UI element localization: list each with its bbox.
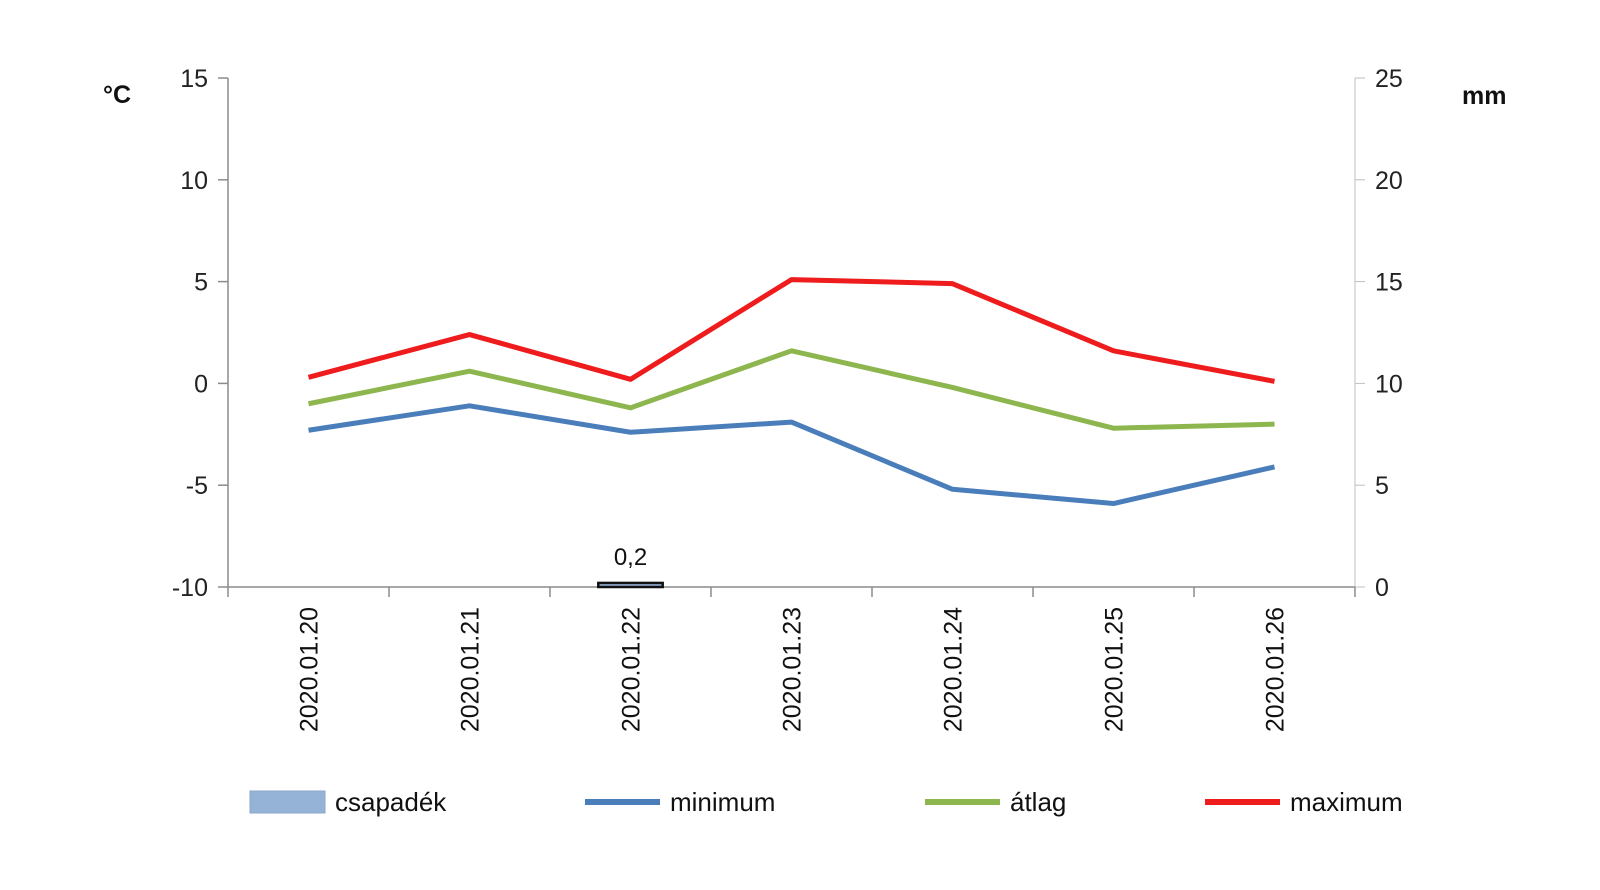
category-label: 2020.01.20: [296, 607, 324, 732]
right-tick-label: 25: [1375, 65, 1403, 93]
left-axis-unit: °C: [103, 81, 131, 109]
category-label: 2020.01.26: [1262, 607, 1290, 732]
right-tick-label: 10: [1375, 370, 1403, 398]
legend: csapadék minimum átlag maximum: [249, 787, 1403, 817]
left-tick-label: -5: [186, 472, 208, 500]
series-lines: [307, 277, 1276, 507]
category-label: 2020.01.25: [1101, 607, 1129, 732]
right-axis-unit: mm: [1462, 82, 1506, 110]
category-label: 2020.01.21: [457, 607, 485, 732]
legend-label-minimum: minimum: [670, 787, 775, 817]
axes: 15 10 5 0 -5 -10 25 20 15 10 5 0: [172, 65, 1403, 602]
legend-swatch-csapadék: [249, 790, 326, 814]
right-tick-label: 20: [1375, 167, 1403, 195]
left-tick-label: 15: [180, 65, 208, 93]
precipitation-bar: [597, 581, 664, 589]
category-labels: 2020.01.20 2020.01.21 2020.01.22 2020.01.23…: [296, 607, 1290, 732]
right-tick-label: 5: [1375, 472, 1389, 500]
right-tick-label: 0: [1375, 574, 1389, 602]
maximum-series-line: [307, 277, 1275, 384]
legend-label-maximum: maximum: [1290, 787, 1403, 817]
legend-label-csapadék: csapadék: [335, 787, 447, 817]
left-tick-label: -10: [172, 574, 208, 602]
left-tick-label: 5: [194, 269, 208, 297]
right-tick-label: 15: [1375, 269, 1403, 297]
category-label: 2020.01.22: [618, 607, 646, 732]
left-tick-label: 0: [194, 370, 208, 398]
precipitation-bars: 0,2: [597, 544, 664, 589]
átlag-series-line: [308, 348, 1275, 431]
precipitation-data-label: 0,2: [614, 544, 647, 571]
category-label: 2020.01.23: [779, 607, 807, 732]
left-tick-label: 10: [180, 167, 208, 195]
legend-label-átlag: átlag: [1010, 787, 1066, 817]
category-label: 2020.01.24: [940, 607, 968, 732]
minimum-series-line: [308, 403, 1276, 507]
